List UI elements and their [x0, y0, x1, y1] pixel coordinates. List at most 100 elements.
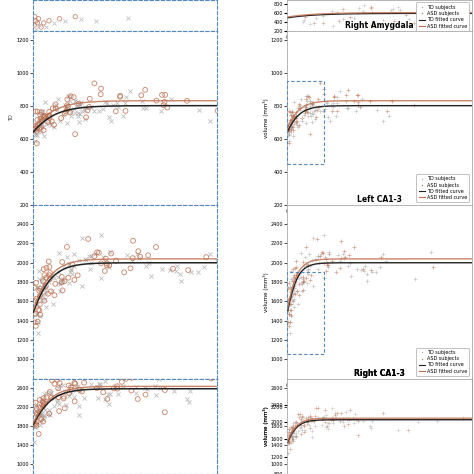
Point	[40, 112, 48, 120]
Point	[290, 117, 298, 125]
Point	[134, 418, 142, 425]
Point	[383, 107, 391, 115]
Point	[35, 427, 42, 435]
Point	[50, 402, 57, 410]
Point	[286, 283, 293, 291]
Point	[31, 423, 38, 431]
Point	[344, 410, 351, 418]
Point	[134, 395, 142, 403]
Point	[427, 248, 435, 255]
Point	[82, 366, 90, 374]
Point	[54, 396, 62, 403]
Point	[37, 410, 45, 418]
Point	[32, 279, 40, 286]
Point	[346, 259, 354, 267]
Point	[360, 1, 367, 9]
Point	[121, 99, 128, 106]
Point	[320, 85, 328, 92]
Point	[288, 425, 295, 432]
Point	[68, 386, 75, 393]
Point	[36, 128, 44, 136]
Point	[97, 274, 105, 282]
Point	[308, 414, 316, 422]
Point	[55, 269, 63, 276]
Point	[38, 118, 46, 125]
Point	[347, 272, 355, 280]
Point	[291, 417, 299, 424]
Point	[152, 415, 160, 422]
Point	[308, 118, 316, 126]
Point	[367, 419, 375, 427]
Point	[42, 283, 50, 290]
Point	[143, 411, 151, 419]
Point	[44, 290, 52, 298]
Point	[75, 429, 82, 437]
Point	[173, 267, 180, 275]
Point	[404, 422, 412, 429]
Point	[74, 272, 82, 279]
Point	[39, 418, 47, 426]
Point	[289, 423, 297, 430]
Point	[64, 106, 71, 113]
Point	[103, 100, 110, 107]
Point	[345, 411, 353, 419]
Point	[64, 103, 72, 110]
Point	[292, 258, 300, 265]
Point	[285, 140, 293, 147]
Point	[46, 388, 54, 396]
Point	[81, 255, 89, 263]
Point	[291, 120, 298, 128]
Title: Right Amygdala: Right Amygdala	[345, 21, 414, 30]
Point	[87, 103, 95, 110]
Point	[303, 92, 310, 100]
Point	[37, 402, 45, 410]
Point	[306, 106, 313, 113]
Point	[287, 312, 295, 320]
Point	[359, 7, 367, 15]
Point	[63, 119, 71, 127]
Point	[370, 20, 378, 28]
Point	[113, 398, 120, 405]
Point	[70, 393, 78, 401]
Point	[286, 433, 293, 440]
Point	[310, 418, 318, 425]
Point	[349, 409, 357, 416]
Point	[291, 114, 298, 122]
Point	[292, 108, 300, 116]
Point	[300, 264, 307, 271]
Point	[32, 400, 39, 408]
Point	[118, 378, 126, 386]
Point	[294, 287, 301, 294]
Point	[324, 422, 331, 430]
Point	[312, 107, 319, 114]
Point	[301, 428, 308, 436]
Point	[66, 97, 74, 105]
Point	[287, 436, 295, 444]
Point	[37, 415, 45, 423]
Point	[297, 280, 304, 287]
Point	[288, 123, 295, 131]
Point	[396, 6, 403, 14]
Point	[40, 127, 47, 134]
Point	[33, 411, 41, 419]
Point	[333, 269, 340, 276]
Point	[301, 253, 309, 261]
Point	[286, 126, 293, 134]
Point	[289, 427, 297, 435]
Point	[319, 409, 327, 416]
Point	[299, 18, 307, 26]
Point	[305, 270, 312, 278]
Point	[41, 426, 49, 433]
Point	[288, 425, 295, 433]
Point	[294, 405, 301, 412]
Point	[43, 413, 50, 421]
Point	[286, 430, 294, 438]
Point	[290, 286, 297, 293]
Point	[41, 284, 49, 292]
Point	[418, 8, 425, 15]
Point	[36, 312, 44, 320]
Point	[290, 425, 298, 433]
Point	[285, 428, 293, 436]
Point	[35, 428, 43, 436]
Point	[288, 428, 295, 436]
